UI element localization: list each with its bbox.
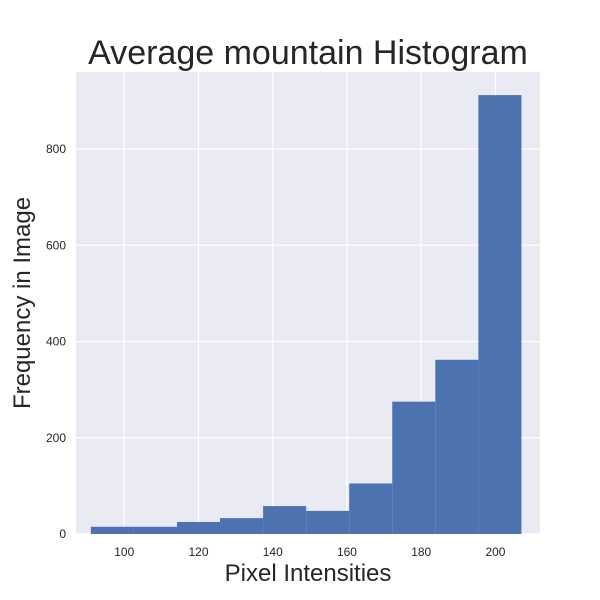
y-tick-label: 800 [46, 142, 66, 156]
x-tick-label: 160 [337, 545, 357, 559]
x-tick-label: 120 [188, 545, 208, 559]
histogram-bar-6 [306, 510, 350, 534]
histogram-bar-10 [478, 95, 522, 534]
histogram-bar-7 [349, 483, 393, 534]
x-tick-label: 100 [114, 545, 134, 559]
x-tick-label: 180 [411, 545, 431, 559]
x-tick-label: 140 [263, 545, 283, 559]
x-axis-title: Pixel Intensities [225, 560, 392, 587]
histogram-bars [90, 95, 522, 534]
histogram-bar-8 [392, 401, 436, 534]
y-tick-labels: 0 200 400 600 800 [46, 142, 66, 541]
histogram-bar-9 [435, 359, 479, 534]
histogram-bar-2 [133, 526, 177, 534]
y-tick-label: 0 [59, 527, 66, 541]
x-tick-labels: 100 120 140 160 180 200 [114, 545, 506, 559]
y-tick-label: 200 [46, 431, 66, 445]
x-tick-label: 200 [485, 545, 505, 559]
histogram-bar-1 [90, 526, 134, 534]
chart-title: Average mountain Histogram [88, 34, 528, 72]
y-axis-title: Frequency in Image [9, 197, 36, 409]
histogram-bar-5 [263, 506, 307, 534]
y-tick-label: 600 [46, 238, 66, 252]
histogram-bar-4 [220, 518, 264, 534]
histogram-bar-3 [176, 521, 221, 534]
grid-lines [76, 72, 540, 535]
y-tick-label: 400 [46, 335, 66, 349]
